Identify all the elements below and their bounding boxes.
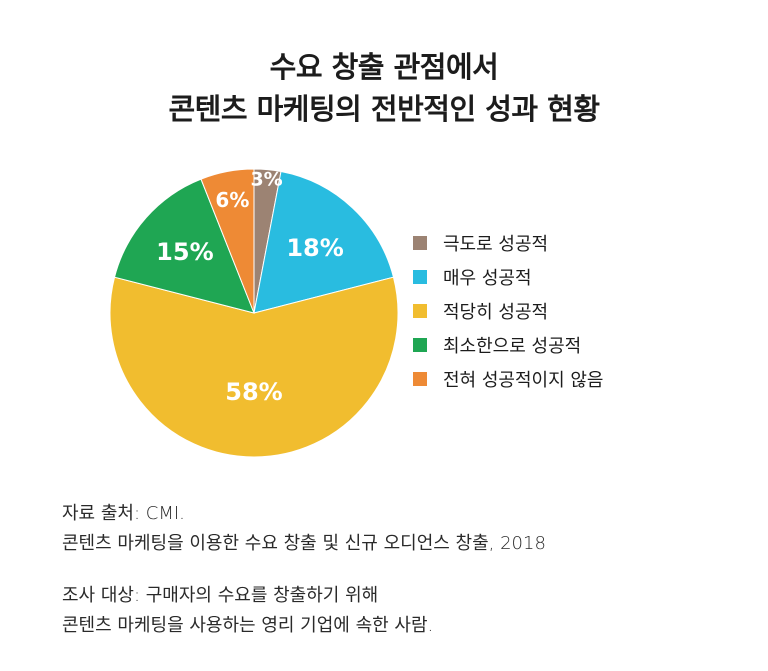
legend-swatch	[413, 372, 427, 386]
legend-label: 적당히 성공적	[443, 302, 549, 323]
legend-label: 전혀 성공적이지 않음	[443, 370, 604, 391]
chart-title-line-2: 콘텐츠 마케팅의 전반적인 성과 현황	[168, 92, 600, 126]
legend-item: 전혀 성공적이지 않음	[413, 362, 603, 396]
legend-item: 적당히 성공적	[413, 294, 603, 328]
legend-swatch	[413, 270, 427, 284]
source-line-1: 자료 출처: CMI.	[62, 503, 185, 524]
source-note: 자료 출처: CMI. 콘텐츠 마케팅을 이용한 수요 창출 및 신규 오디언스…	[62, 499, 546, 641]
legend-label: 매우 성공적	[443, 268, 532, 289]
source-line-2: 콘텐츠 마케팅을 이용한 수요 창출 및 신규 오디언스 창출, 2018	[62, 533, 546, 554]
legend-swatch	[413, 236, 427, 250]
pie-slice	[253, 170, 395, 314]
legend-item: 매우 성공적	[413, 260, 603, 294]
legend-label: 최소한으로 성공적	[443, 336, 582, 357]
pie-slices	[109, 168, 399, 458]
legend-label: 극도로 성공적	[443, 234, 549, 255]
pie-slice	[109, 276, 399, 458]
slice-value-label: 15%	[156, 238, 213, 266]
chart-title: 수요 창출 관점에서 콘텐츠 마케팅의 전반적인 성과 현황	[0, 46, 768, 130]
legend-item: 최소한으로 성공적	[413, 328, 603, 362]
legend-swatch	[413, 304, 427, 318]
legend-item: 극도로 성공적	[413, 226, 603, 260]
pie-slice	[113, 178, 255, 314]
slice-value-label: 3%	[250, 169, 282, 191]
source-line-3: 조사 대상: 구매자의 수요를 창출하기 위해	[62, 585, 379, 606]
source-line-4: 콘텐츠 마케팅을 사용하는 영리 기업에 속한 사람.	[62, 615, 434, 636]
slice-value-label: 58%	[225, 378, 282, 406]
slice-value-label: 6%	[215, 188, 249, 212]
legend-swatch	[413, 338, 427, 352]
slice-value-label: 18%	[286, 234, 343, 262]
chart-title-line-1: 수요 창출 관점에서	[269, 50, 499, 84]
pie-slice	[200, 168, 255, 314]
pie-labels: 3% 18% 58% 15% 6%	[156, 169, 344, 407]
